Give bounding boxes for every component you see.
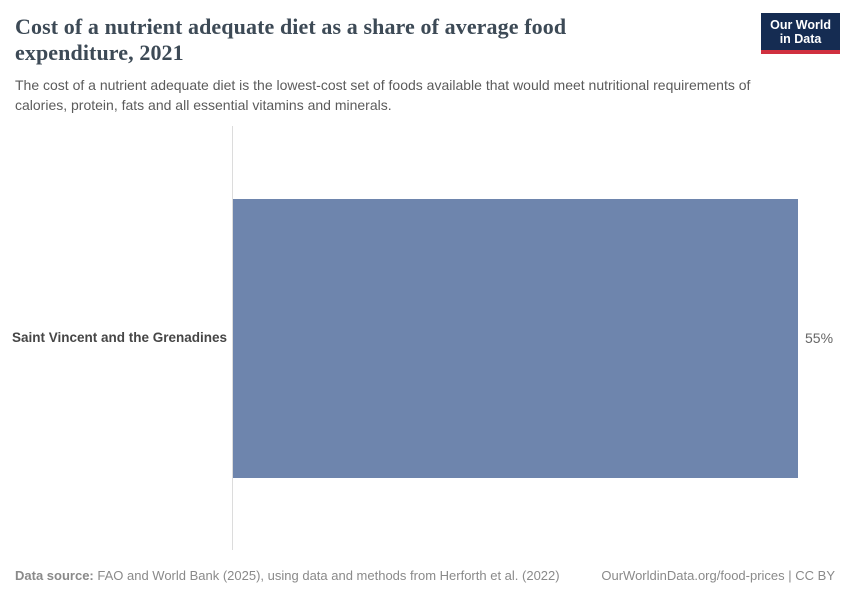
- chart-area: Saint Vincent and the Grenadines 55%: [0, 126, 850, 550]
- chart-subtitle: The cost of a nutrient adequate diet is …: [15, 75, 840, 115]
- chart-subtitle-line-1: The cost of a nutrient adequate diet is …: [15, 77, 751, 93]
- page-title-line-1: Cost of a nutrient adequate diet as a sh…: [15, 14, 567, 39]
- owid-logo-text-line-1: Our World: [770, 18, 831, 32]
- footer: Data source: FAO and World Bank (2025), …: [15, 567, 835, 584]
- page-title: Cost of a nutrient adequate diet as a sh…: [15, 14, 735, 66]
- data-source-label: Data source:: [15, 568, 94, 583]
- owid-logo-text-line-2: in Data: [779, 32, 822, 46]
- value-label: 55%: [805, 330, 834, 346]
- entity-label: Saint Vincent and the Grenadines: [11, 330, 227, 345]
- y-axis-line: [232, 126, 233, 550]
- page-title-line-2: expenditure, 2021: [15, 40, 184, 65]
- owid-license-link[interactable]: OurWorldinData.org/food-prices | CC BY: [601, 568, 835, 583]
- owid-logo[interactable]: Our World in Data: [761, 13, 840, 54]
- data-source-text: FAO and World Bank (2025), using data an…: [93, 568, 560, 583]
- chart-subtitle-line-2: calories, protein, fats and all essentia…: [15, 97, 392, 113]
- data-source-note: Data source: FAO and World Bank (2025), …: [15, 567, 560, 584]
- plot-area: [233, 126, 798, 550]
- bar[interactable]: [233, 199, 798, 478]
